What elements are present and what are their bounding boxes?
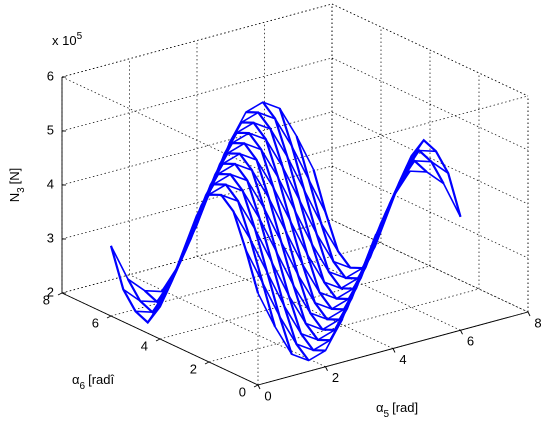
- label-subscript: 3: [16, 187, 27, 193]
- label-unit: [radî: [88, 372, 114, 387]
- mesh-line: [312, 138, 462, 270]
- mesh-line: [126, 183, 276, 327]
- box-edge: [61, 76, 259, 170]
- z-tick-label: 2: [47, 284, 54, 299]
- label-subscript: 5: [384, 409, 390, 420]
- x-tick-label: 6: [467, 334, 474, 349]
- y-axis: [61, 292, 259, 386]
- z-tick-label: 3: [47, 230, 54, 245]
- grid-line: [331, 219, 529, 313]
- y-tick-label: 6: [92, 315, 99, 330]
- mesh-line: [194, 141, 344, 342]
- grid-line: [61, 3, 333, 78]
- y-axis-label: α6 [radî: [72, 372, 114, 391]
- grid-line: [331, 3, 529, 97]
- grid-line: [61, 165, 333, 240]
- tick-mark: [257, 384, 261, 390]
- mesh-line: [211, 131, 361, 332]
- tick-mark: [57, 292, 63, 296]
- x-tick-label: 4: [399, 352, 406, 367]
- label-subscript: 6: [80, 381, 86, 392]
- mesh-line: [245, 160, 449, 352]
- grid-line: [331, 111, 529, 205]
- grid-line: [159, 265, 431, 340]
- mesh-line: [278, 108, 428, 290]
- label-symbol: α: [376, 400, 384, 415]
- z-tick-label: 5: [47, 122, 54, 137]
- tick-mark: [392, 348, 396, 353]
- label-symbol: N: [7, 193, 22, 202]
- tick-mark: [106, 315, 112, 319]
- x-tick-label: 8: [534, 315, 541, 330]
- grid-line: [208, 288, 480, 363]
- grid-line: [331, 165, 529, 259]
- grid-line: [61, 57, 333, 132]
- box-edge: [61, 3, 333, 78]
- tick-mark: [325, 366, 328, 371]
- grid-line: [61, 111, 333, 186]
- y-tick-label: 8: [43, 292, 50, 307]
- multiplier-base: x 10: [52, 33, 77, 48]
- y-tick-label: 4: [141, 338, 148, 353]
- x-tick-label: 2: [332, 370, 339, 385]
- z-tick-label: 6: [47, 68, 54, 83]
- z-multiplier: x 105: [52, 31, 83, 49]
- x-axis-label: α5 [rad]: [376, 400, 418, 419]
- grid-line: [196, 256, 394, 349]
- tick-mark: [155, 338, 161, 342]
- grid-line: [110, 242, 382, 317]
- tick-mark: [253, 384, 259, 388]
- multiplier-exponent: 5: [77, 31, 83, 42]
- tick-mark: [204, 361, 210, 365]
- mesh-line: [109, 193, 260, 325]
- x-tick-label: 0: [264, 388, 271, 403]
- box-edge: [257, 95, 529, 170]
- label-unit: [N]: [7, 168, 22, 185]
- tick-mark: [460, 330, 463, 335]
- grid-line: [331, 57, 529, 151]
- tick-mark: [527, 311, 531, 317]
- y-tick-label: 2: [190, 361, 197, 376]
- x-axis: [257, 311, 529, 386]
- z-tick-label: 4: [47, 176, 54, 191]
- y-tick-label: 0: [239, 384, 246, 399]
- z-axis-label: N3 [N]: [7, 168, 26, 203]
- label-symbol: α: [72, 372, 80, 387]
- label-unit: [rad]: [392, 400, 418, 415]
